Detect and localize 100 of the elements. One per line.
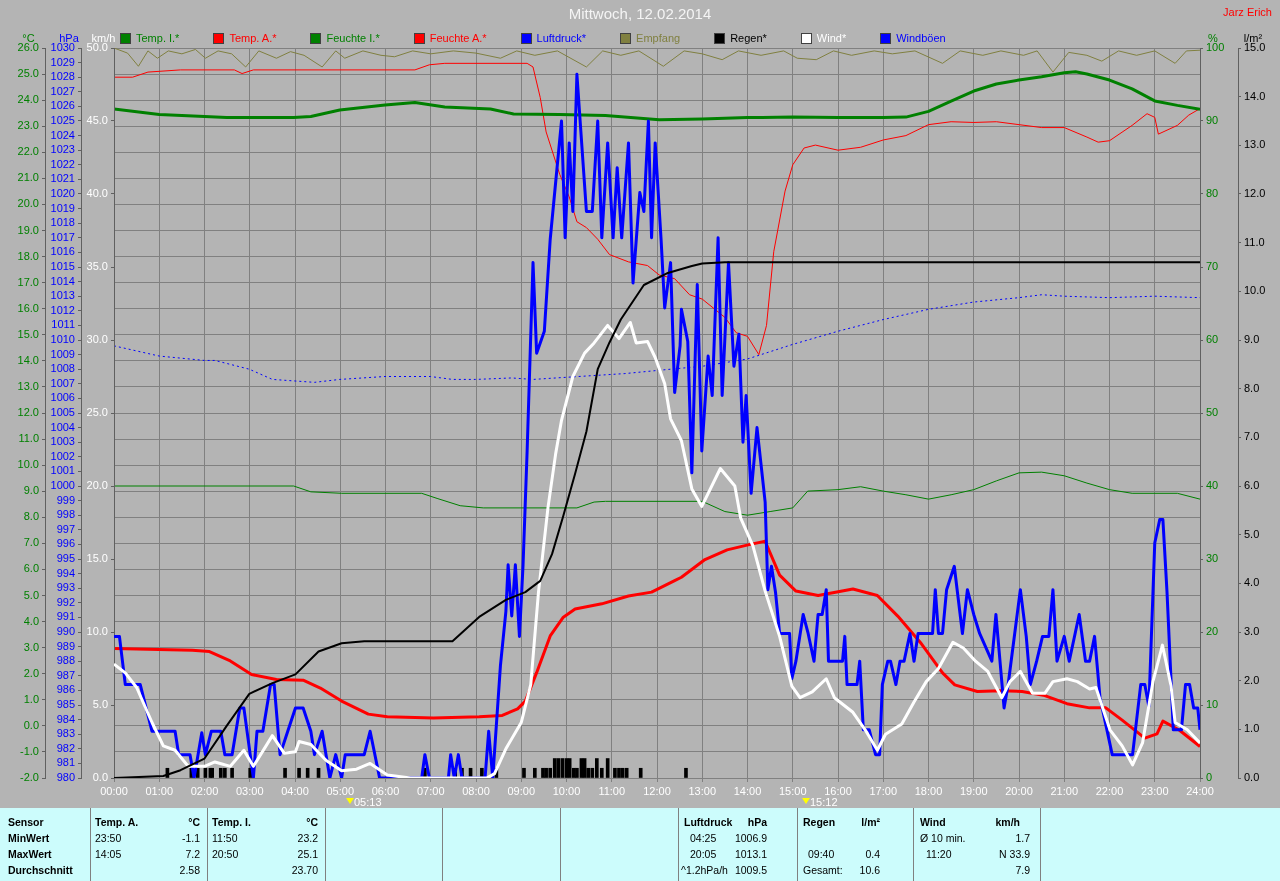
y3-tick-label: 1007 [50,376,75,389]
x-tick-label: 18:00 [914,784,943,797]
y2-tick-label: 11.0 [1244,235,1265,248]
y3-tick-label: 999 [56,493,75,506]
y-tick-label: 10.0 [86,625,108,638]
y2-tick-label: 14.0 [1244,89,1266,102]
text: N 33.9 [999,848,1030,861]
y3-tick-label: 997 [56,522,75,535]
text: MinWert [8,832,50,845]
legend-label: Temp. I.* [136,32,180,44]
text: Durchschnitt [8,864,73,877]
y2-tick-label: 50 [1206,406,1219,419]
y3-tick-label: 983 [56,727,75,740]
y-tick-label: 0.0 [92,771,108,784]
y-tick-label: -1.0 [20,744,39,757]
text: 20:50 [212,848,239,861]
text: 23.70 [291,864,318,877]
x-tick-label: 09:00 [507,784,536,797]
x-tick-label: 02:00 [190,784,219,797]
y3-tick-label: 1010 [50,333,75,346]
y2-tick-label: 8.0 [1244,381,1260,394]
chart-title: Mittwoch, 12.02.2014 [568,5,712,22]
y2-tick-label: 30 [1206,552,1219,565]
y3-tick-label: 1013 [50,289,75,302]
y-tick-label: 50.0 [86,41,108,54]
text: 7.2 [185,848,200,861]
y3-tick-label: 1004 [50,420,75,433]
y3-tick-label: 988 [56,654,75,667]
y3-tick-label: 1022 [50,157,75,170]
text: l/m² [861,816,880,829]
text: Wind [920,816,946,829]
y-tick-label: 5.0 [92,698,108,711]
y2-tick-label: 2.0 [1244,673,1260,686]
text: 04:25 [690,832,717,845]
y-tick-label: -2.0 [20,771,39,784]
y3-tick-label: 989 [56,639,75,652]
text: km/h [995,816,1020,829]
y-tick-label: 4.0 [23,614,39,627]
y-tick-label: 21.0 [17,171,39,184]
y-tick-label: 0.0 [23,718,39,731]
x-tick-label: 20:00 [1005,784,1033,797]
legend-label: Temp. A.* [229,32,277,44]
text: °C [188,816,200,829]
x-tick-label: 10:00 [552,784,581,797]
y3-tick-label: 990 [56,625,75,638]
text: 15:12 [810,796,838,808]
text: 11:50 [212,832,238,845]
text: 11:20 [926,848,952,861]
y-tick-label: 18.0 [17,249,39,262]
y-tick-label: 6.0 [23,562,39,575]
y2-tick-label: 13.0 [1244,138,1266,151]
x-tick-label: 00:00 [100,784,128,797]
y2-tick-label: 6.0 [1244,479,1260,492]
y2-tick-label: 80 [1206,187,1219,200]
y3-tick-label: 986 [56,683,75,696]
y3-tick-label: 1000 [50,479,75,492]
text: Temp. A. [95,816,139,829]
y-axis-title: °C [22,31,35,44]
y3-tick-label: 1027 [50,84,75,97]
y-tick-label: 15.0 [86,552,108,565]
text: 25.1 [297,848,318,861]
y3-tick-label: 1019 [50,201,75,214]
y-tick-label: 24.0 [17,93,39,106]
text: 7.9 [1015,864,1030,877]
x-tick-label: 11:00 [598,784,626,797]
x-tick-label: 08:00 [462,784,490,797]
x-tick-label: 07:00 [416,784,445,797]
y-tick-label: 25.0 [86,406,108,419]
y2-tick-label: 1.0 [1244,722,1260,735]
legend-label: Wind* [816,32,847,44]
y3-tick-label: 1023 [50,143,75,156]
y-tick-label: 20.0 [86,479,108,492]
text: Ø 10 min. [920,832,966,845]
y-tick-label: 17.0 [17,275,39,288]
y-tick-label: 14.0 [17,353,39,366]
y-tick-label: 45.0 [86,114,108,127]
text: °C [306,816,318,829]
y2-tick-label: 70 [1206,260,1219,273]
text: Regen [803,816,836,829]
y3-tick-label: 992 [56,595,75,608]
text: 09:40 [808,848,835,861]
text: 05:13 [354,796,382,808]
y2-tick-label: 5.0 [1244,527,1260,540]
y3-tick-label: 1001 [50,464,75,477]
y2-tick-label: 9.0 [1244,333,1260,346]
y3-tick-label: 1003 [50,435,75,448]
y3-tick-label: 998 [56,508,75,521]
y3-tick-label: 1030 [50,41,75,54]
legend-label: Feuchte A.* [429,32,487,44]
x-tick-label: 13:00 [688,784,717,797]
y-axis-title: km/h [91,31,116,44]
y3-tick-label: 1006 [50,391,75,404]
y2-tick-label: 15.0 [1244,41,1266,54]
y3-tick-label: 1012 [50,303,75,316]
y-tick-label: 10.0 [17,458,39,471]
y2-tick-label: 10 [1206,698,1219,711]
y-tick-label: 19.0 [17,223,39,236]
text: 1009.5 [734,864,767,877]
text: 1013.1 [734,848,767,861]
y2-axis-title: l/m² [1243,31,1263,44]
